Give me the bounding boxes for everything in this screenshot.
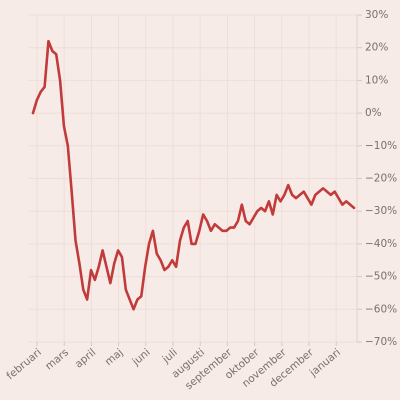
- x-tick-label: juli: [160, 346, 180, 366]
- y-tick-label: −40%: [365, 238, 397, 250]
- x-tick-label: februari: [4, 346, 43, 382]
- y-tick-label: −30%: [365, 205, 397, 217]
- y-tick-label: −70%: [365, 336, 397, 348]
- series-line: [31, 39, 356, 311]
- x-tick-label: juni: [130, 346, 153, 368]
- y-tick-label: 20%: [365, 42, 388, 54]
- x-tick-label: april: [73, 346, 99, 370]
- y-tick-label: −50%: [365, 271, 397, 283]
- x-tick-label: mars: [43, 346, 71, 372]
- x-tick-label: maj: [103, 346, 126, 368]
- y-tick-label: 10%: [365, 74, 388, 86]
- y-tick-label: −20%: [365, 173, 397, 185]
- y-tick-label: −10%: [365, 140, 397, 152]
- y-tick-label: −60%: [365, 303, 397, 315]
- y-tick-label: 0%: [365, 107, 382, 119]
- y-tick-label: 30%: [365, 9, 388, 21]
